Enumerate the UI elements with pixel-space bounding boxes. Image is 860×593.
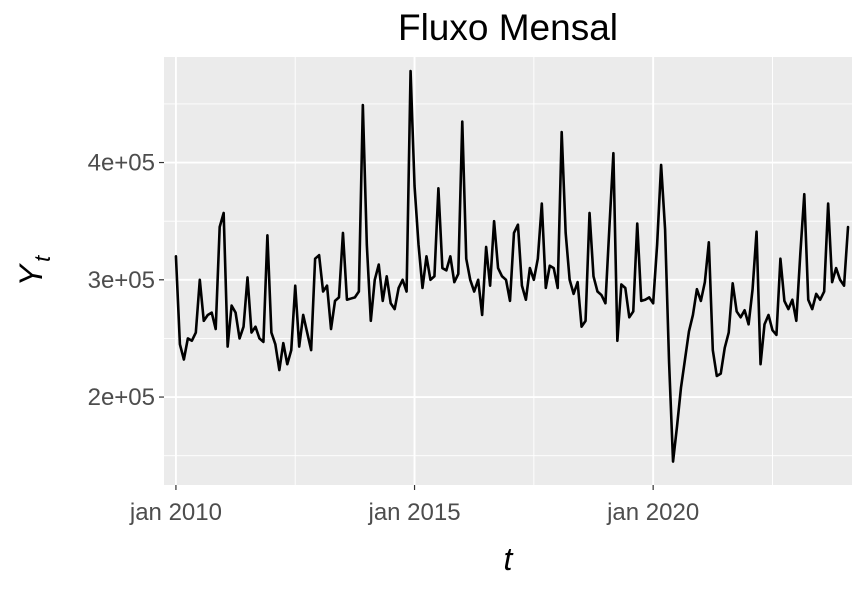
y-axis-title-main: Y [13, 262, 49, 286]
grid-minor [164, 57, 852, 485]
series-line [174, 69, 850, 463]
chart-title: Fluxo Mensal [398, 7, 618, 48]
x-axis: jan 2010 jan 2015 jan 2020 [129, 485, 699, 526]
y-axis: 2e+05 3e+05 4e+05 [88, 150, 164, 411]
x-tick-label: jan 2010 [129, 499, 222, 526]
y-tick-label: 4e+05 [88, 150, 155, 177]
x-axis-title: t [504, 541, 514, 577]
y-tick-label: 3e+05 [88, 267, 155, 294]
series-layer [174, 69, 850, 463]
plot-panel [164, 57, 852, 485]
x-tick-label: jan 2015 [367, 499, 460, 526]
x-tick-label: jan 2020 [606, 499, 699, 526]
y-tick-label: 2e+05 [88, 384, 155, 411]
y-axis-title-subscript: t [30, 255, 55, 262]
y-axis-title: Yt [13, 255, 55, 286]
